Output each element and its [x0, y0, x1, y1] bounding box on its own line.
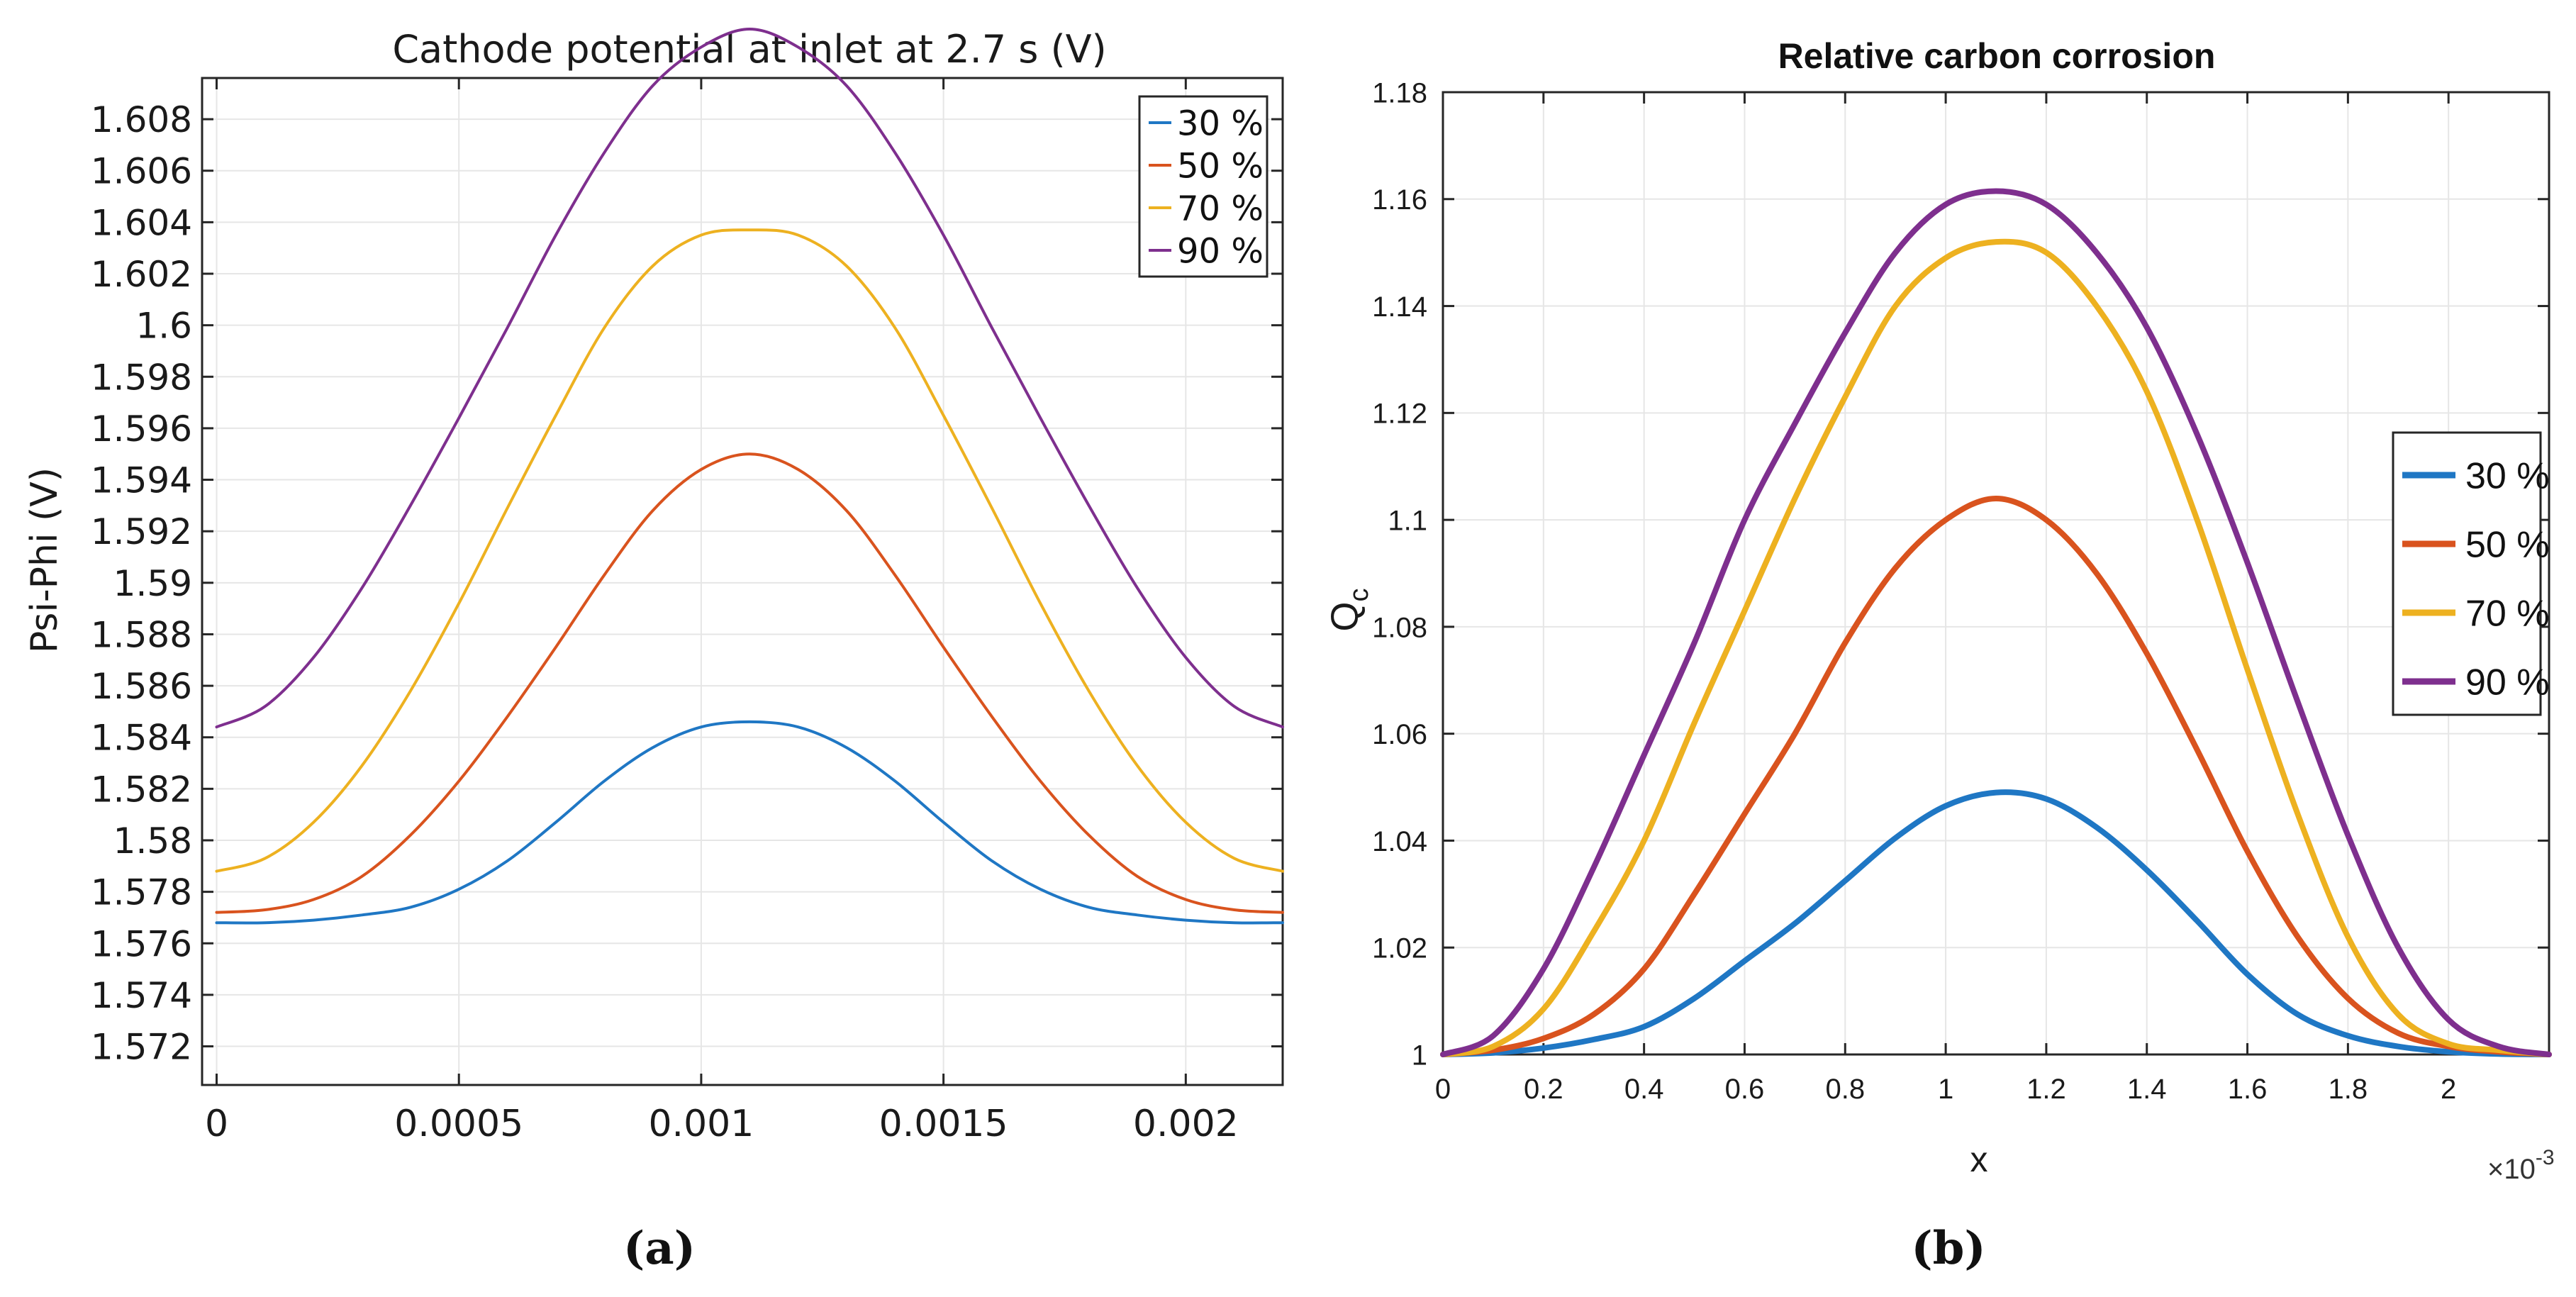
panel-b-ylabel-main: Q — [1324, 601, 1366, 631]
panel-a-ytick-label: 1.596 — [91, 408, 192, 450]
panel-a-series-30-line — [215, 720, 1284, 925]
panel-b-caption: (b) — [1911, 1222, 1985, 1275]
panel-b-legend-box — [2392, 431, 2542, 716]
panel-b-xtick-label: 1.6 — [2228, 1074, 2268, 1105]
panel-b-ytick-label: 1.14 — [1372, 291, 1427, 323]
panel-b-ytick-label: 1.06 — [1372, 719, 1427, 750]
panel-a-legend-box — [1138, 95, 1269, 278]
panel-a-ytick-label: 1.586 — [91, 666, 192, 707]
panel-b-ytick-label: 1.1 — [1388, 506, 1427, 537]
panel-a-xtick-label: 0.0015 — [879, 1103, 1008, 1145]
panel-b-series-30-line — [1440, 789, 2552, 1057]
panel-b-ylabel: Qc — [1324, 588, 1374, 631]
panel-b-ytick-label: 1.08 — [1372, 612, 1427, 643]
panel-a-legend-label: 70 % — [1177, 189, 1264, 228]
panel-b-series — [1440, 188, 2552, 1057]
panel-a-ytick-label: 1.574 — [91, 975, 192, 1016]
panel-b-xtick-label: 1.2 — [2026, 1074, 2066, 1105]
panel-a-series-70-line — [215, 228, 1284, 873]
panel-a-plot-frame — [201, 77, 1284, 1086]
panel-a-ytick-label: 1.604 — [91, 202, 192, 243]
panel-b-legend-label: 30 % — [2465, 456, 2550, 497]
panel-b-chart: Relative carbon corrosion 11.021.041.061… — [1324, 36, 2555, 1275]
panel-b-xtick-label: 2 — [2441, 1074, 2456, 1105]
panel-a-ytick-label: 1.608 — [91, 99, 192, 140]
panel-b-ytick-label: 1.02 — [1372, 933, 1427, 964]
panel-a-caption: (a) — [623, 1222, 696, 1275]
panel-a-xtick-label: 0.002 — [1133, 1103, 1239, 1145]
panel-a-series-90-line — [215, 28, 1284, 729]
panel-a-ytick-label: 1.582 — [91, 769, 192, 810]
panel-a-ticks: 1.572 1.574 1.576 1.578 1.58 1.582 1.584 1.586 1… — [91, 78, 1283, 1145]
panel-a-title: Cathode potential at inlet at 2.7 s (V) — [392, 27, 1106, 72]
panel-a-ytick-label: 1.606 — [91, 151, 192, 192]
panel-b-x-multiplier-base: ×10 — [2487, 1154, 2536, 1185]
panel-a-legend-label: 30 % — [1177, 104, 1264, 143]
panel-b-xtick-label: 1.8 — [2329, 1074, 2368, 1105]
panel-a-chart: Cathode potential at inlet at 2.7 s (V) … — [23, 27, 1284, 1275]
panel-a-ytick-label: 1.602 — [91, 254, 192, 295]
panel-a-xtick-label: 0.0005 — [394, 1103, 523, 1145]
panel-b-ytick-label: 1.18 — [1372, 77, 1427, 108]
panel-a-ytick-label: 1.578 — [91, 872, 192, 913]
panel-b-ytick-label: 1.04 — [1372, 826, 1427, 857]
panel-a-ytick-label: 1.594 — [91, 460, 192, 501]
panel-a-ytick-label: 1.6 — [135, 306, 192, 347]
panel-b-xtick-label: 0.6 — [1725, 1074, 1765, 1105]
panel-b-series-90-line — [1440, 188, 2552, 1057]
panel-a-series-50-line — [215, 452, 1284, 914]
panel-a-xtick-label: 0 — [205, 1103, 228, 1145]
panel-b-legend-label: 70 % — [2465, 594, 2550, 635]
panel-b-xtick-label: 1 — [1938, 1074, 1953, 1105]
panel-b-xtick-label: 0.2 — [1524, 1074, 1563, 1105]
panel-b-xlabel: x — [1970, 1140, 1988, 1179]
panel-b-ticks: 1 1.02 1.04 1.06 1.08 1.1 1.12 1.14 1.16 1.18 0 0.2… — [1372, 77, 2549, 1105]
panel-b-legend-label: 90 % — [2465, 662, 2550, 703]
panel-a-legend-label: 90 % — [1177, 231, 1264, 271]
panel-a-legend-label: 50 % — [1177, 146, 1264, 186]
panel-b-xtick-label: 1.4 — [2127, 1074, 2167, 1105]
panel-b-ytick-label: 1 — [1412, 1040, 1427, 1071]
panel-a-xtick-label: 0.001 — [648, 1103, 754, 1145]
panel-b-legend-label: 50 % — [2465, 525, 2550, 566]
panel-a-ytick-label: 1.576 — [91, 923, 192, 964]
panel-a-ytick-label: 1.59 — [113, 563, 192, 604]
panel-a-ytick-label: 1.592 — [91, 511, 192, 552]
panel-a-ytick-label: 1.572 — [91, 1027, 192, 1068]
panel-b-ylabel-sub: c — [1344, 588, 1374, 601]
panel-b-legend: 30 % 50 % 70 % 90 % — [2392, 431, 2550, 716]
panel-b-xtick-label: 0 — [1435, 1074, 1451, 1105]
panel-a-ytick-label: 1.588 — [91, 614, 192, 655]
panel-b-title: Relative carbon corrosion — [1778, 36, 2216, 76]
panel-a-ytick-label: 1.584 — [91, 718, 192, 759]
panel-b-ytick-label: 1.16 — [1372, 184, 1427, 216]
panel-a-ytick-label: 1.598 — [91, 357, 192, 398]
panel-b-xtick-label: 0.8 — [1825, 1074, 1865, 1105]
panel-b-ytick-label: 1.12 — [1372, 399, 1427, 430]
panel-a-ylabel: Psi-Phi (V) — [23, 467, 66, 653]
panel-b-series-50-line — [1440, 495, 2552, 1057]
panel-b-xtick-label: 0.4 — [1624, 1074, 1664, 1105]
panel-a-ytick-label: 1.58 — [113, 820, 192, 862]
panel-a-legend: 30 %50 %70 %90 % — [1138, 95, 1269, 278]
panel-b-x-multiplier: ×10-3 — [2487, 1146, 2555, 1185]
panel-b-x-multiplier-exp: -3 — [2536, 1146, 2555, 1169]
panel-b-plot-frame — [1442, 91, 2550, 1056]
panel-a-series — [215, 28, 1284, 925]
panel-b-series-70-line — [1440, 238, 2552, 1057]
